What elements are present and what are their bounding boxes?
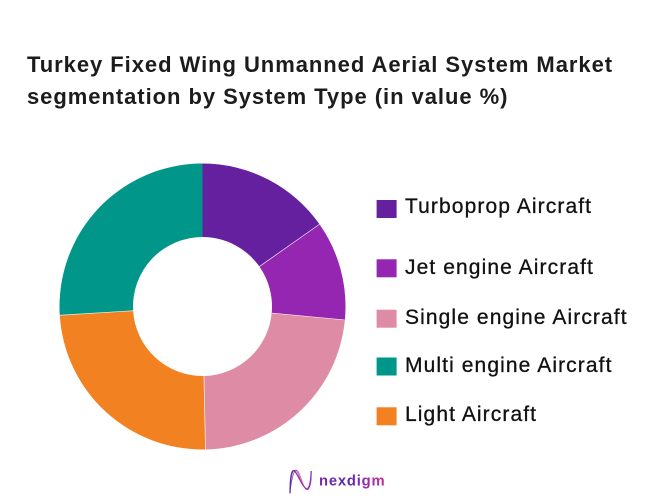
svg-text:nexdigm: nexdigm [319, 473, 385, 489]
